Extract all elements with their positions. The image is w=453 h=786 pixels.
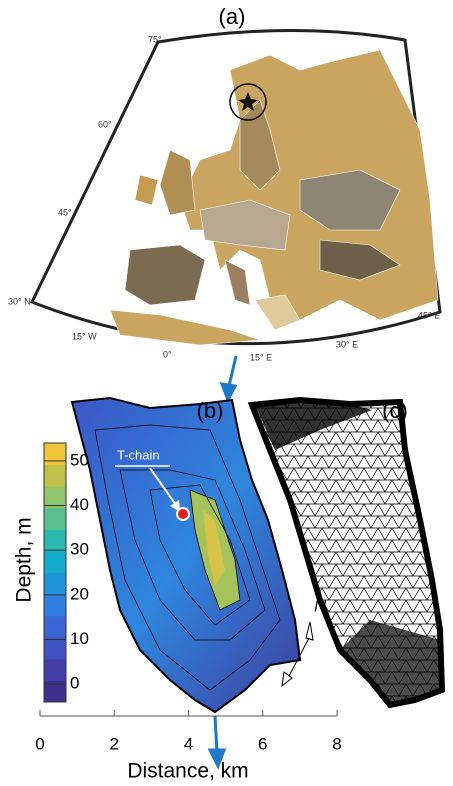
lon-label: 30° E (336, 339, 358, 349)
colorbar-tick-label: 30 (70, 540, 89, 559)
x-tick-label: 4 (184, 734, 193, 753)
lat-label: 45° (58, 207, 72, 217)
lon-label: 0° (163, 349, 172, 359)
colorbar-band (44, 573, 66, 595)
page: {"panels":{"a":"(a)","b":"(b)","c":"(c)"… (0, 0, 453, 786)
colorbar-band (44, 443, 66, 465)
colorbar-band (44, 529, 66, 551)
body: (a) 75° 60° 45° 30° N 15° W 0° 15° E 30°… (0, 0, 453, 786)
lon-label: 45° E (418, 310, 440, 320)
lat-label: 30° N (8, 296, 31, 306)
figure: (a) 75° 60° 45° 30° N 15° W 0° 15° E 30°… (0, 0, 453, 786)
t-chain-site (177, 508, 189, 520)
north-label: N (314, 596, 327, 615)
colorbar-band (44, 616, 66, 638)
annotation: T-chain (117, 447, 160, 462)
colorbar-tick-label: 0 (70, 674, 79, 693)
lon-label: 15° E (250, 352, 272, 362)
x-axis-ticks: 0 2 4 6 8 (35, 710, 341, 753)
x-tick-label: 8 (332, 734, 341, 753)
x-tick-label: 0 (35, 734, 44, 753)
colorbar: 0 10 20 30 40 50 (44, 443, 89, 703)
x-axis-label: Distance, km (127, 760, 248, 783)
colorbar-band (44, 486, 66, 508)
colorbar-label: Depth, m (13, 517, 36, 602)
x-tick-label: 2 (110, 734, 119, 753)
panel-label: (c) (382, 398, 408, 423)
lat-label: 75° (148, 34, 162, 44)
colorbar-band (44, 637, 66, 659)
colorbar-tick-label: 10 (70, 629, 89, 648)
colorbar-tick-label: 20 (70, 584, 89, 603)
colorbar-band (44, 594, 66, 616)
panel-label: (b) (197, 398, 224, 423)
lat-label: 60° (98, 119, 112, 129)
colorbar-band (44, 551, 66, 573)
colorbar-band (44, 659, 66, 681)
lon-label: 15° W (72, 331, 97, 341)
colorbar-band (44, 508, 66, 530)
colorbar-tick-label: 50 (70, 450, 89, 469)
panel-label: (a) (219, 4, 246, 29)
colorbar-tick-label: 40 (70, 495, 89, 514)
colorbar-band (44, 465, 66, 487)
x-tick-label: 6 (258, 734, 267, 753)
